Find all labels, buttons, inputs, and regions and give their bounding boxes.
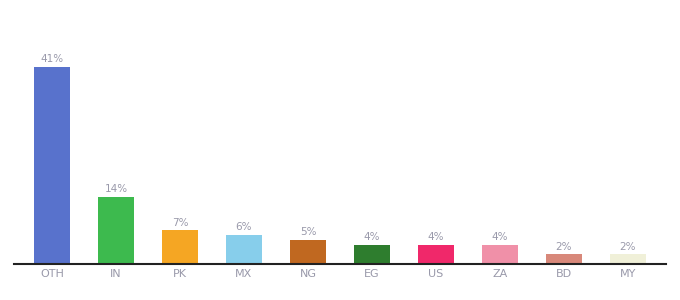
Text: 4%: 4% [492, 232, 508, 242]
Text: 7%: 7% [172, 218, 188, 227]
Text: 4%: 4% [364, 232, 380, 242]
Bar [163, 230, 198, 264]
Bar [35, 67, 69, 264]
Text: 4%: 4% [428, 232, 444, 242]
Text: 6%: 6% [236, 222, 252, 232]
Text: 14%: 14% [105, 184, 128, 194]
Bar [99, 197, 133, 264]
Bar [290, 240, 326, 264]
Bar [482, 245, 517, 264]
Bar [611, 254, 645, 264]
Text: 5%: 5% [300, 227, 316, 237]
Bar [418, 245, 454, 264]
Text: 41%: 41% [40, 54, 63, 64]
Bar [226, 235, 262, 264]
Text: 2%: 2% [619, 242, 636, 251]
Bar [547, 254, 581, 264]
Bar [354, 245, 390, 264]
Text: 2%: 2% [556, 242, 573, 251]
